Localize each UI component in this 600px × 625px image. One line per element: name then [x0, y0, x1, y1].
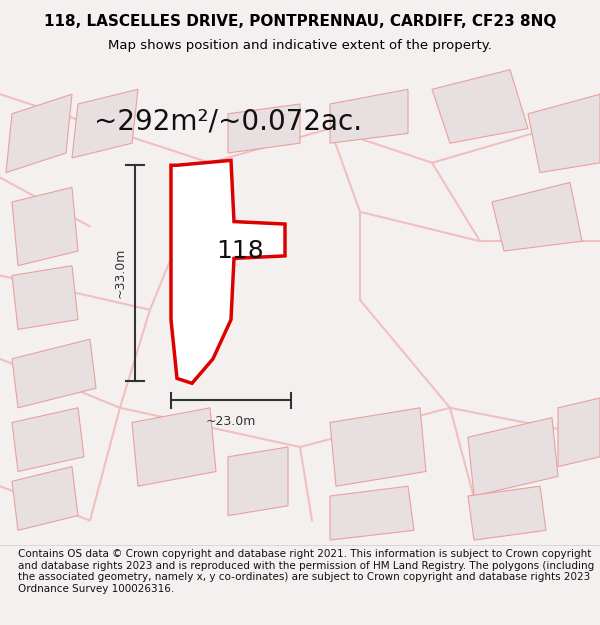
- Polygon shape: [72, 89, 138, 158]
- Text: Contains OS data © Crown copyright and database right 2021. This information is : Contains OS data © Crown copyright and d…: [18, 549, 594, 594]
- Polygon shape: [528, 94, 600, 172]
- Polygon shape: [12, 339, 96, 408]
- Text: 118: 118: [216, 239, 264, 263]
- Polygon shape: [558, 398, 600, 467]
- Text: ~292m²/~0.072ac.: ~292m²/~0.072ac.: [94, 107, 362, 135]
- Polygon shape: [468, 486, 546, 540]
- Polygon shape: [492, 182, 582, 251]
- Text: Map shows position and indicative extent of the property.: Map shows position and indicative extent…: [108, 39, 492, 51]
- Polygon shape: [330, 408, 426, 486]
- Polygon shape: [330, 486, 414, 540]
- Polygon shape: [12, 467, 78, 530]
- Text: 118, LASCELLES DRIVE, PONTPRENNAU, CARDIFF, CF23 8NQ: 118, LASCELLES DRIVE, PONTPRENNAU, CARDI…: [44, 14, 556, 29]
- Polygon shape: [12, 408, 84, 471]
- Polygon shape: [12, 266, 78, 329]
- Polygon shape: [228, 104, 300, 153]
- Polygon shape: [228, 447, 288, 516]
- Polygon shape: [12, 188, 78, 266]
- Polygon shape: [132, 408, 216, 486]
- Text: ~23.0m: ~23.0m: [206, 415, 256, 428]
- Text: ~33.0m: ~33.0m: [113, 248, 127, 298]
- Polygon shape: [468, 418, 558, 496]
- Polygon shape: [171, 161, 285, 383]
- Polygon shape: [6, 94, 72, 172]
- Polygon shape: [330, 89, 408, 143]
- Polygon shape: [432, 70, 528, 143]
